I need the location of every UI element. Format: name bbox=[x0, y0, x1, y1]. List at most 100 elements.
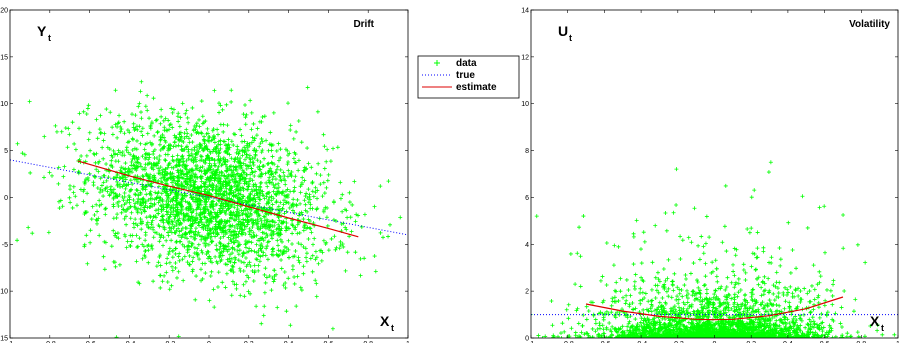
data-point bbox=[168, 122, 173, 127]
data-point bbox=[241, 250, 246, 255]
data-point bbox=[176, 173, 181, 178]
data-point bbox=[170, 219, 175, 224]
data-point bbox=[283, 228, 288, 233]
data-point bbox=[190, 154, 195, 159]
data-point bbox=[200, 211, 205, 216]
data-point bbox=[272, 268, 277, 273]
data-point bbox=[191, 208, 196, 213]
data-point bbox=[290, 267, 295, 272]
data-point bbox=[695, 280, 700, 285]
data-point bbox=[145, 220, 150, 225]
data-point bbox=[249, 140, 254, 145]
data-point bbox=[284, 245, 289, 250]
data-point bbox=[215, 132, 220, 137]
data-point bbox=[198, 142, 203, 147]
data-point bbox=[724, 249, 729, 254]
data-point bbox=[218, 203, 223, 208]
data-point bbox=[217, 247, 222, 252]
data-point bbox=[20, 151, 25, 156]
data-point bbox=[165, 191, 170, 196]
data-point bbox=[627, 304, 632, 309]
data-point bbox=[206, 168, 211, 173]
data-point bbox=[221, 157, 226, 162]
data-point bbox=[144, 222, 149, 227]
data-point bbox=[148, 189, 153, 194]
data-point bbox=[259, 218, 264, 223]
data-point bbox=[267, 175, 272, 180]
data-point bbox=[224, 148, 229, 153]
data-point bbox=[94, 167, 99, 172]
data-point bbox=[238, 161, 243, 166]
data-point bbox=[113, 122, 118, 127]
x-tick-label: -0.8 bbox=[44, 341, 56, 343]
data-point bbox=[88, 240, 93, 245]
data-point bbox=[217, 210, 222, 215]
data-point bbox=[165, 171, 170, 176]
data-point bbox=[100, 145, 105, 150]
data-point bbox=[822, 303, 827, 308]
data-point bbox=[203, 271, 208, 276]
data-point bbox=[218, 156, 223, 161]
data-point bbox=[170, 125, 175, 130]
data-point bbox=[185, 181, 190, 186]
data-point bbox=[61, 174, 66, 179]
data-point bbox=[321, 132, 326, 137]
data-point bbox=[233, 257, 238, 262]
data-point bbox=[186, 149, 191, 154]
data-point bbox=[334, 245, 339, 250]
data-point bbox=[135, 244, 140, 249]
data-point bbox=[200, 114, 205, 119]
data-point bbox=[176, 269, 181, 274]
data-point bbox=[226, 241, 231, 246]
data-point bbox=[752, 252, 757, 257]
data-point bbox=[292, 281, 297, 286]
data-point bbox=[184, 134, 189, 139]
data-point bbox=[266, 170, 271, 175]
data-point bbox=[173, 205, 178, 210]
data-point bbox=[302, 178, 307, 183]
data-point bbox=[115, 182, 120, 187]
data-point bbox=[236, 222, 241, 227]
data-point bbox=[151, 151, 156, 156]
data-point bbox=[263, 224, 268, 229]
data-point bbox=[67, 195, 72, 200]
data-point bbox=[892, 332, 897, 337]
data-point bbox=[171, 226, 176, 231]
data-point bbox=[98, 113, 103, 118]
data-point bbox=[232, 218, 237, 223]
data-point bbox=[671, 288, 676, 293]
data-point bbox=[328, 159, 333, 164]
data-point bbox=[194, 151, 199, 156]
data-point bbox=[817, 269, 822, 274]
data-point bbox=[310, 269, 315, 274]
data-point bbox=[194, 144, 199, 149]
data-point bbox=[316, 161, 321, 166]
data-point bbox=[788, 270, 793, 275]
data-point bbox=[72, 141, 77, 146]
data-point bbox=[308, 256, 313, 261]
data-point bbox=[164, 202, 169, 207]
data-point bbox=[653, 283, 658, 288]
data-point bbox=[109, 244, 114, 249]
data-point bbox=[287, 205, 292, 210]
data-point bbox=[308, 226, 313, 231]
data-point bbox=[158, 195, 163, 200]
data-point bbox=[855, 242, 860, 247]
data-point bbox=[198, 210, 203, 215]
data-point bbox=[179, 182, 184, 187]
data-point bbox=[92, 152, 97, 157]
data-point bbox=[208, 273, 213, 278]
data-point bbox=[176, 157, 181, 162]
data-point bbox=[264, 275, 269, 280]
data-point bbox=[219, 230, 224, 235]
data-point bbox=[76, 171, 81, 176]
data-point bbox=[158, 165, 163, 170]
data-point bbox=[240, 211, 245, 216]
data-point bbox=[241, 282, 246, 287]
data-point bbox=[293, 227, 298, 232]
data-point bbox=[287, 255, 292, 260]
data-point bbox=[165, 230, 170, 235]
data-point bbox=[805, 291, 810, 296]
data-point bbox=[618, 276, 623, 281]
data-point bbox=[229, 156, 234, 161]
